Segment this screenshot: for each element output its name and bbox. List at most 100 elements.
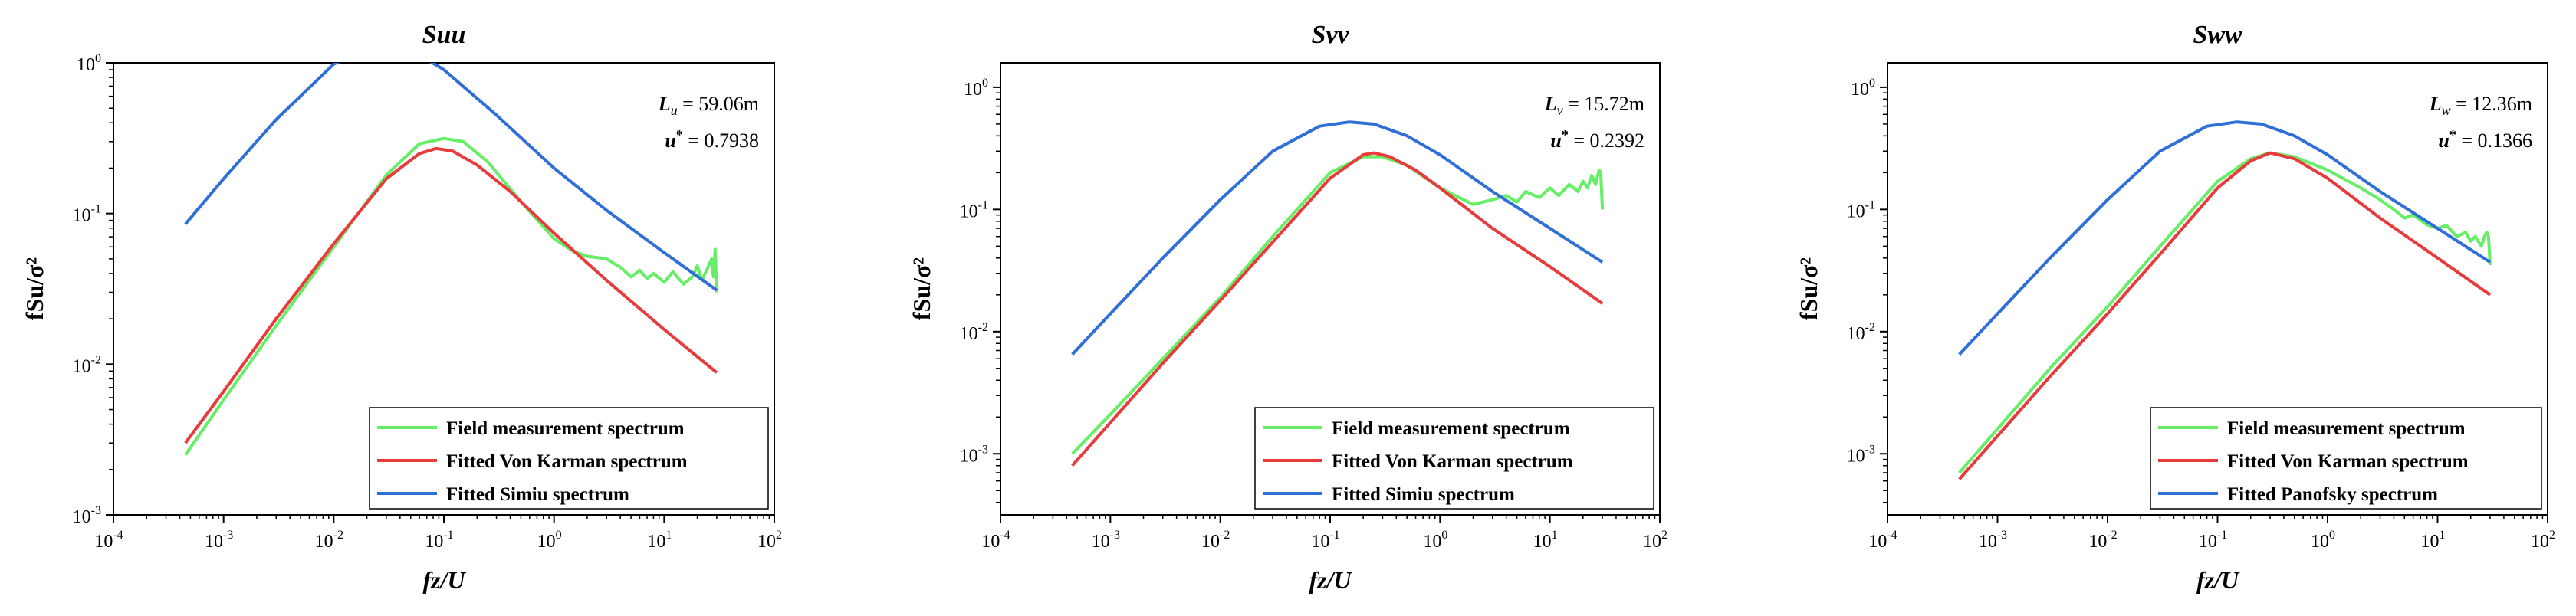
legend-label-2: Fitted Panofsky spectrum — [2227, 484, 2438, 505]
x-tick-base: 10 — [2531, 532, 2549, 552]
annotation-u-symbol: u — [1550, 129, 1561, 152]
x-tick-exp: 1 — [2440, 529, 2446, 542]
x-tick-base: 10 — [2199, 532, 2217, 552]
x-tick-label: 10-2 — [2088, 529, 2117, 552]
x-tick-exp: -1 — [1329, 529, 1339, 542]
y-tick-base: 10 — [960, 324, 978, 344]
x-tick-base: 10 — [1643, 532, 1661, 552]
annotation-L-symbol: L — [1544, 93, 1557, 115]
y-tick-base: 10 — [960, 202, 978, 221]
series-line-0 — [184, 136, 718, 456]
x-tick-label: 100 — [2311, 529, 2335, 552]
x-axis-label: fz/U — [2196, 566, 2240, 594]
legend-label-0: Field measurement spectrum — [446, 418, 685, 439]
y-tick-label: 100 — [1851, 77, 1875, 100]
annotation-u-superscript: * — [676, 127, 683, 143]
x-tick-label: 102 — [757, 529, 782, 552]
legend: Field measurement spectrum Fitted Von Kar… — [2150, 407, 2542, 510]
y-tick-exp: -2 — [978, 321, 988, 334]
x-tick-base: 10 — [2088, 532, 2107, 552]
x-tick-base: 10 — [205, 532, 223, 552]
series-line-0 — [1958, 151, 2492, 474]
x-tick-label: 10-1 — [425, 529, 453, 552]
x-tick-exp: -1 — [443, 529, 453, 542]
x-tick-label: 10-3 — [1092, 529, 1120, 552]
y-tick-base: 10 — [1847, 446, 1865, 466]
x-tick-exp: -3 — [223, 529, 233, 542]
x-tick-label: 10-4 — [981, 529, 1010, 552]
x-axis-label: fz/U — [1309, 566, 1352, 594]
series-line-2 — [184, 63, 718, 292]
y-tick-base: 10 — [1847, 324, 1865, 344]
y-tick-label: 10-1 — [1847, 198, 1875, 221]
series-line-2 — [1958, 120, 2492, 356]
annotation-u-symbol: u — [665, 129, 675, 152]
chart-title: Sww — [2193, 21, 2242, 49]
x-tick-exp: -4 — [1887, 529, 1897, 542]
series-group — [1071, 120, 1605, 467]
legend-label-1: Fitted Von Karman spectrum — [2227, 451, 2469, 472]
annotation-L-subscript: v — [1557, 103, 1563, 118]
annotation-length-scale: Lw = 12.36m — [2429, 93, 2532, 118]
x-tick-label: 10-3 — [1979, 529, 2007, 552]
series-group — [1958, 120, 2492, 480]
series-line-0 — [1071, 155, 1605, 455]
x-tick-base: 10 — [1201, 532, 1220, 552]
legend-label-1: Fitted Von Karman spectrum — [1332, 451, 1573, 472]
x-tick-label: 101 — [1533, 529, 1558, 552]
y-tick-label: 10-2 — [1847, 321, 1875, 344]
x-tick-label: 10-1 — [1311, 529, 1339, 552]
x-tick-base: 10 — [1979, 532, 1997, 552]
y-tick-label: 100 — [77, 52, 101, 75]
x-tick-exp: 2 — [1661, 529, 1668, 542]
y-tick-exp: -3 — [91, 504, 101, 517]
annotation-L-symbol: L — [658, 93, 671, 115]
y-tick-label: 100 — [964, 77, 988, 100]
annotation-u-symbol: u — [2438, 129, 2449, 152]
series-line-2 — [1071, 120, 1604, 356]
y-tick-base: 10 — [73, 507, 91, 527]
x-tick-exp: 2 — [776, 529, 782, 542]
y-tick-base: 10 — [964, 80, 982, 100]
y-axis-label: fSu/σ² — [1795, 257, 1822, 320]
x-tick-base: 10 — [1311, 532, 1329, 552]
x-tick-base: 10 — [1533, 532, 1552, 552]
x-tick-exp: -3 — [1997, 529, 2007, 542]
x-tick-exp: 1 — [1552, 529, 1558, 542]
chart-title: Suu — [422, 21, 466, 49]
annotation-L-subscript: w — [2442, 103, 2451, 118]
x-tick-exp: -4 — [1000, 529, 1010, 542]
x-tick-base: 10 — [1423, 532, 1441, 552]
y-tick-exp: -3 — [978, 443, 988, 456]
annotation-L-subscript: u — [671, 103, 678, 118]
y-tick-base: 10 — [73, 356, 91, 376]
series-line-1 — [1958, 151, 2492, 480]
x-tick-base: 10 — [94, 532, 113, 552]
x-tick-base: 10 — [757, 532, 776, 552]
y-axis-label: fSu/σ² — [21, 257, 48, 320]
legend-label-1: Fitted Von Karman spectrum — [446, 451, 688, 472]
series-line-1 — [1071, 151, 1604, 467]
x-tick-exp: 2 — [2549, 529, 2555, 542]
annotation-friction-velocity: u* = 0.1366 — [2438, 127, 2532, 152]
y-tick-base: 10 — [73, 206, 91, 226]
y-tick-base: 10 — [1847, 202, 1865, 221]
x-tick-base: 10 — [537, 532, 556, 552]
x-tick-label: 10-2 — [1201, 529, 1230, 552]
x-tick-exp: -2 — [1220, 529, 1230, 542]
annotation-u-superscript: * — [1562, 127, 1569, 143]
y-tick-label: 10-3 — [1847, 443, 1875, 466]
legend: Field measurement spectrum Fitted Von Kar… — [1254, 407, 1654, 510]
x-tick-base: 10 — [315, 532, 334, 552]
annotation-friction-velocity: u* = 0.7938 — [665, 127, 759, 152]
y-tick-label: 10-2 — [960, 321, 988, 344]
y-tick-base: 10 — [1851, 80, 1869, 100]
x-tick-base: 10 — [1092, 532, 1110, 552]
annotation-length-scale: Lu = 59.06m — [658, 93, 759, 118]
y-tick-exp: -1 — [91, 203, 101, 216]
y-tick-label: 10-3 — [960, 443, 988, 466]
